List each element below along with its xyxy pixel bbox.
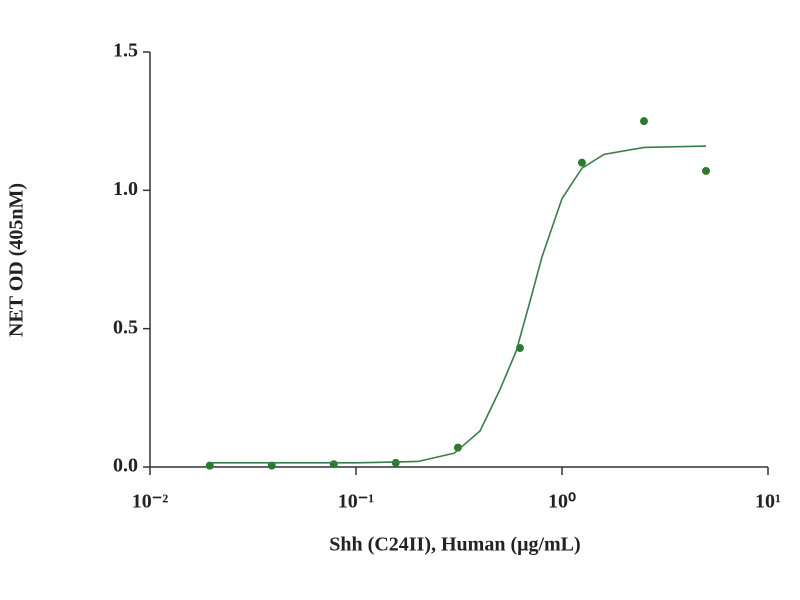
- y-tick-label: 0.5: [113, 316, 138, 338]
- fit-curve: [212, 145, 707, 464]
- data-point: [205, 461, 214, 470]
- x-tick-label: 10¹: [755, 491, 781, 513]
- data-point: [701, 166, 710, 175]
- y-tick-label: 1.0: [113, 178, 138, 200]
- data-point: [639, 117, 648, 126]
- data-point: [577, 158, 586, 167]
- data-point: [391, 458, 400, 467]
- data-point: [329, 460, 338, 469]
- x-axis-label: Shh (C24II), Human (μg/mL): [329, 534, 580, 556]
- data-point: [453, 443, 462, 452]
- y-tick-label: 0.0: [113, 455, 138, 477]
- x-tick-label: 10⁻²: [132, 491, 169, 513]
- x-tick-label: 10⁰: [548, 491, 576, 513]
- y-tick-label: 1.5: [113, 40, 138, 62]
- y-axis-label: NET OD (405nM): [6, 183, 28, 337]
- x-tick-label: 10⁻¹: [338, 491, 375, 513]
